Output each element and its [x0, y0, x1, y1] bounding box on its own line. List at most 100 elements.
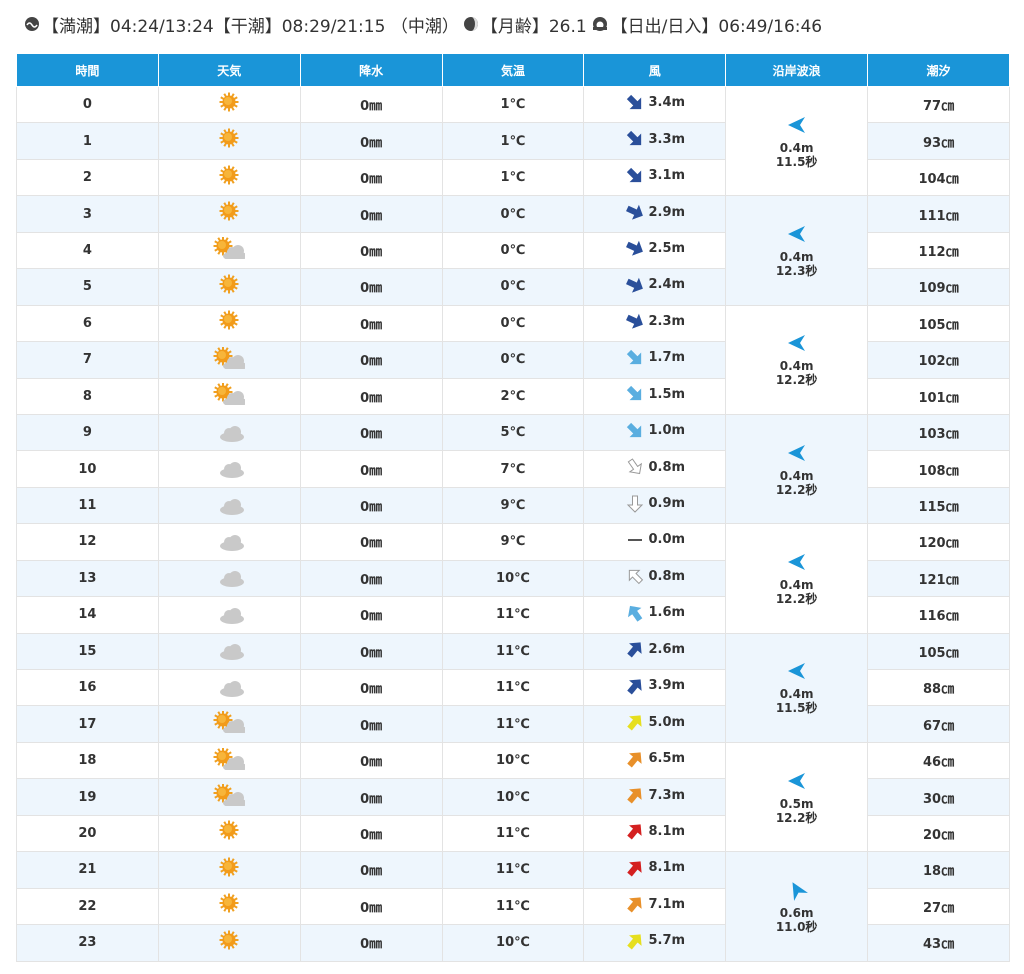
- wave-arrow-graphic: [787, 335, 805, 352]
- wind-arrow: [625, 93, 645, 113]
- tide-level: 108㎝: [867, 450, 1010, 488]
- temperature: 11℃: [441, 851, 585, 889]
- wind-speed: 2.5m: [648, 240, 686, 256]
- weather-icon-graphic: [219, 165, 239, 185]
- weather-icon: [213, 310, 245, 332]
- weather-icon: [213, 165, 245, 187]
- weather-icon-graphic: [220, 498, 245, 515]
- weather-icon-graphic: [219, 92, 239, 112]
- wind-arrow-graphic: [625, 204, 643, 220]
- weather-icon: [213, 820, 245, 842]
- wind-arrow: [625, 166, 645, 186]
- weather-icon-graphic: [219, 930, 239, 950]
- temperature: 1℃: [441, 158, 585, 197]
- weather-icon-graphic: [219, 310, 239, 330]
- wave-height: 0.4m: [779, 140, 814, 155]
- wind-arrow: [625, 712, 645, 732]
- hour: 3: [16, 195, 159, 233]
- wind: 0.8m: [625, 457, 685, 477]
- wave-arrow-graphic: [792, 882, 808, 901]
- wind-arrow-graphic: [626, 386, 641, 401]
- weather-icon: [213, 274, 245, 296]
- weather-icon-graphic: [219, 893, 239, 913]
- tide-level: 43㎝: [867, 924, 1010, 962]
- wind-cell: 3.3m: [583, 122, 727, 160]
- wind-speed: 1.6m: [648, 605, 686, 621]
- temperature: 0℃: [441, 268, 585, 306]
- temperature: 10℃: [441, 559, 585, 598]
- wind-speed: 5.0m: [648, 714, 686, 730]
- wind-speed: 8.1m: [648, 860, 686, 876]
- wind-cell: 1.6m: [583, 596, 727, 634]
- tide-level: 93㎝: [867, 122, 1010, 160]
- weather-cell: [157, 122, 301, 160]
- wave-arrow: [726, 660, 867, 685]
- weather-icon-graphic: [220, 571, 245, 588]
- wind-arrow: [625, 275, 645, 295]
- wind-speed: 8.1m: [648, 823, 686, 839]
- wind-speed: 1.7m: [648, 350, 686, 366]
- weather-icon: [213, 638, 245, 661]
- weather-cell: [157, 851, 301, 889]
- wind-cell: 5.0m: [583, 705, 727, 743]
- row: 5 0㎜ 0℃ 2.4m 109㎝: [16, 268, 1010, 306]
- wave-period: 12.3秒: [775, 263, 818, 278]
- wind-cell: 5.7m: [583, 924, 727, 962]
- weather-icon-graphic: [213, 237, 246, 260]
- wind: 2.6m: [625, 639, 685, 659]
- wind-arrow: [625, 894, 645, 914]
- precipitation: 0㎜: [299, 851, 443, 889]
- weather-cell: [157, 304, 301, 343]
- wind: 7.3m: [625, 785, 685, 805]
- wave-period: 12.2秒: [775, 373, 818, 388]
- wind-arrow-graphic: [626, 422, 641, 437]
- wind-arrow: [625, 566, 645, 586]
- precipitation: 0㎜: [299, 341, 443, 379]
- row: 17 0㎜ 11℃ 5.0m 67㎝: [16, 705, 1010, 743]
- wind: 2.4m: [625, 275, 685, 295]
- wind-cell: 8.1m: [583, 851, 727, 889]
- wind-cell: 3.1m: [583, 158, 727, 197]
- temperature: 11℃: [441, 596, 585, 634]
- wind-arrow-graphic: [626, 934, 642, 950]
- tide-level: 67㎝: [867, 705, 1010, 743]
- wind-speed: 0.8m: [648, 568, 686, 584]
- weather-icon: [213, 128, 245, 150]
- row: 10 0㎜ 7℃ 0.8m 108㎝: [16, 450, 1010, 488]
- tide-level: 102㎝: [867, 341, 1010, 379]
- tide-level: 101㎝: [867, 377, 1010, 415]
- precipitation: 0㎜: [299, 158, 443, 197]
- row: 6 0㎜ 0℃ 2.3m 0.4m 12.2秒 105㎝: [16, 304, 1010, 415]
- wind-speed: 0.9m: [648, 496, 686, 512]
- hour: 10: [16, 450, 159, 488]
- hour: 15: [16, 632, 159, 671]
- hour: 6: [16, 304, 159, 343]
- hour: 5: [16, 268, 159, 306]
- temperature: 10℃: [441, 741, 585, 780]
- precipitation: 0㎜: [299, 304, 443, 343]
- wind-speed: 2.9m: [648, 204, 686, 220]
- tide-level: 46㎝: [867, 741, 1010, 780]
- wind-speed: 3.3m: [648, 131, 686, 147]
- weather-cell: [157, 523, 301, 561]
- precipitation: 0㎜: [299, 596, 443, 634]
- row: 14 0㎜ 11℃ 1.6m 116㎝: [16, 596, 1010, 634]
- weather-cell: [157, 668, 301, 707]
- wave-period: 11.0秒: [775, 919, 818, 934]
- wind: 2.9m: [625, 202, 686, 222]
- tide-icon: [25, 17, 39, 31]
- wave-cell: 0.4m 11.5秒: [725, 85, 869, 197]
- column-header: 潮汐: [867, 53, 1010, 87]
- wind-speed: 3.9m: [648, 678, 686, 694]
- wave-height: 0.4m: [779, 687, 814, 702]
- weather-icon: [213, 237, 246, 260]
- weather-icon-graphic: [220, 425, 245, 442]
- tide-level: 120㎝: [867, 523, 1010, 561]
- temperature: 0℃: [441, 341, 585, 379]
- wind-arrow-graphic: [626, 94, 641, 109]
- wind-arrow: [625, 238, 645, 258]
- row: 16 0㎜ 11℃ 3.9m 88㎝: [16, 668, 1010, 707]
- wind-speed: 3.1m: [648, 168, 686, 184]
- hour: 8: [16, 377, 159, 415]
- wave-arrow: [726, 879, 867, 904]
